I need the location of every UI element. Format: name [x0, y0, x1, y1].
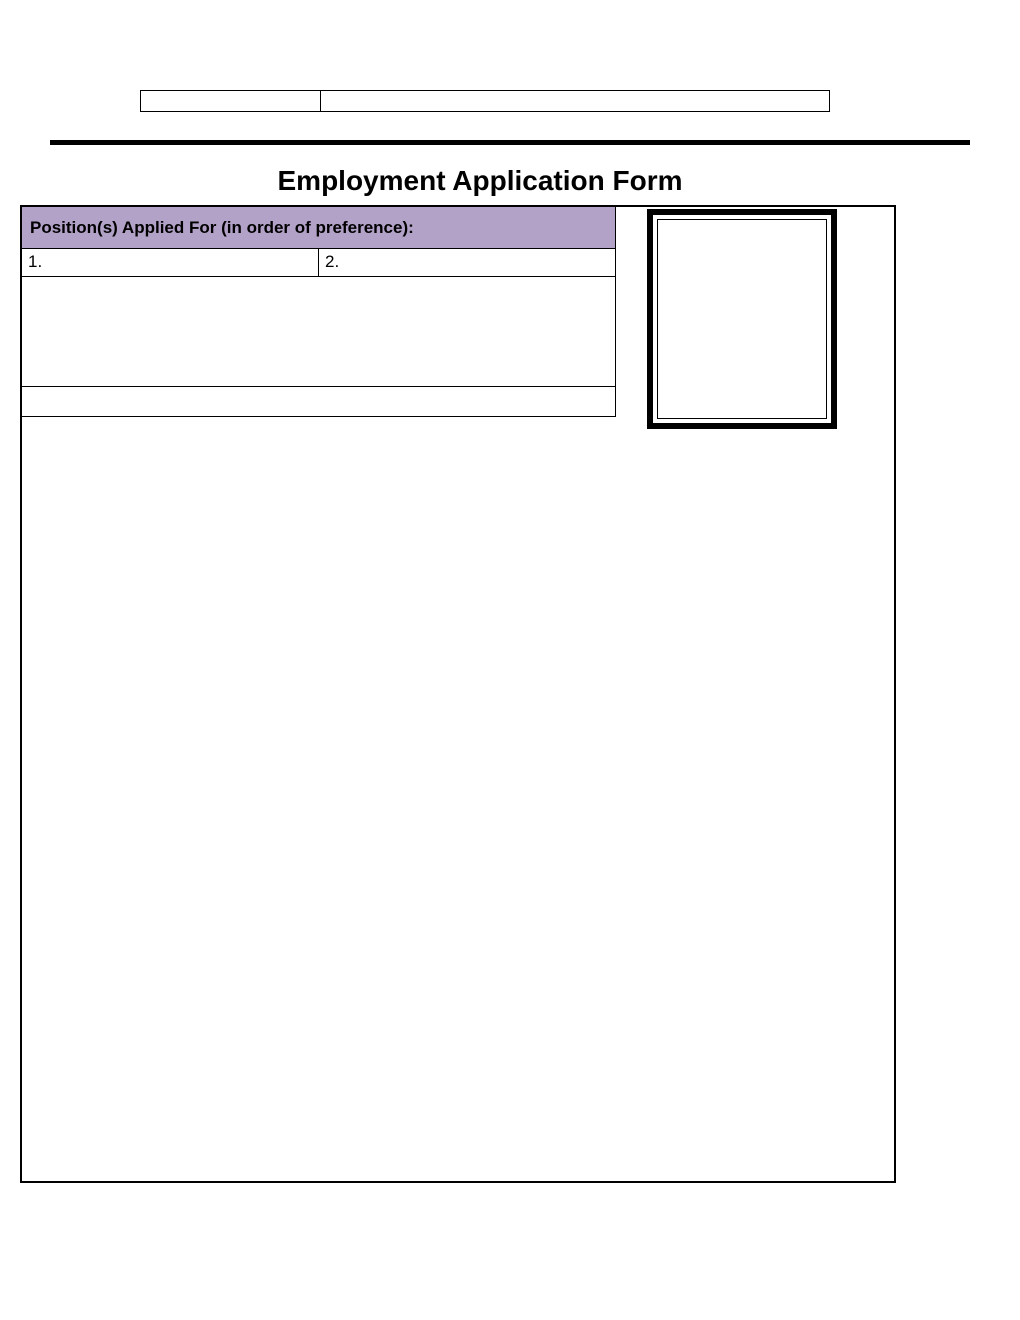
positions-row: 1. 2.	[22, 249, 616, 277]
photo-box-inner	[657, 219, 827, 419]
photo-box	[647, 209, 837, 429]
blank-row-2	[22, 387, 616, 417]
top-box-row	[140, 90, 830, 112]
positions-header: Position(s) Applied For (in order of pre…	[22, 207, 616, 249]
horizontal-rule	[50, 140, 970, 145]
blank-row-1	[22, 277, 616, 387]
top-box-small	[140, 90, 320, 112]
position-1-cell[interactable]: 1.	[22, 249, 319, 277]
form-container: Position(s) Applied For (in order of pre…	[20, 205, 896, 1183]
position-2-cell[interactable]: 2.	[319, 249, 616, 277]
top-box-large	[320, 90, 830, 112]
form-title: Employment Application Form	[20, 165, 940, 197]
